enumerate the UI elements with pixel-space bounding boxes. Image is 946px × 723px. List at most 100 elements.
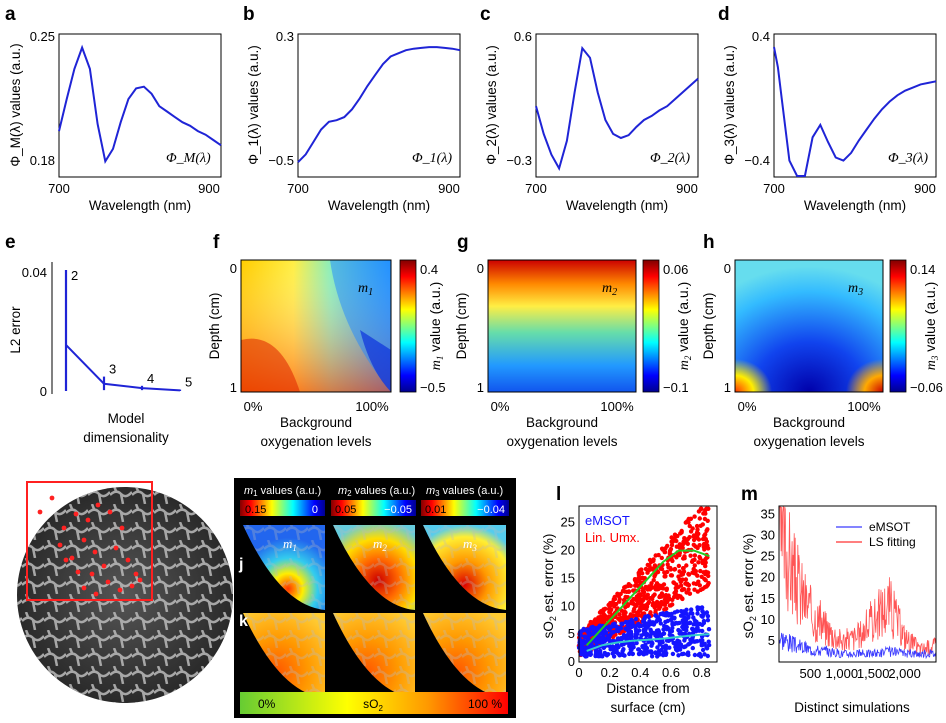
panel-l-point-emsot bbox=[584, 654, 589, 659]
panel-h-xtick-right: 100% bbox=[847, 399, 881, 414]
panel-l-point-emsot bbox=[641, 628, 647, 633]
panel-l-point-emsot bbox=[700, 608, 705, 614]
panel-f-xlabel-2: oxygenation levels bbox=[260, 434, 371, 449]
panel-l-point-lin bbox=[659, 555, 664, 561]
panel-l-point-lin bbox=[692, 514, 697, 519]
panel-j-header-3: m3 values (a.u.) bbox=[426, 485, 503, 498]
panel-i-marker bbox=[95, 502, 101, 508]
panel-l-point-lin bbox=[686, 572, 692, 577]
panel-j-label: j bbox=[238, 556, 243, 573]
panel-b-ytick-bottom: −0.5 bbox=[268, 153, 294, 168]
panel-l-point-lin bbox=[640, 598, 646, 603]
panel-l-point-emsot bbox=[665, 618, 670, 624]
panel-l-point-emsot bbox=[610, 630, 615, 635]
panel-l-point-lin bbox=[705, 518, 710, 523]
panel-l-point-lin bbox=[617, 612, 622, 617]
panel-l-point-emsot bbox=[641, 617, 647, 622]
panel-l-point-lin bbox=[654, 599, 660, 605]
panel-l: l 0 0.2 0.4 0.6 0.8 0 5 10 15 20 25 sO2 est. error… bbox=[541, 484, 718, 715]
panel-c-xtick-left: 700 bbox=[525, 181, 547, 196]
panel-l-point-lin bbox=[687, 523, 692, 529]
panel-l-point-emsot bbox=[653, 613, 658, 618]
panel-j-fan-3-vessels bbox=[423, 525, 506, 610]
panel-l-point-lin bbox=[697, 556, 703, 561]
panel-a-xtick-left: 700 bbox=[48, 181, 70, 196]
panel-g-cbar-bottom: −0.1 bbox=[663, 380, 689, 395]
panel-l-point-lin bbox=[698, 568, 703, 574]
panel-l-point-lin bbox=[683, 577, 689, 582]
panel-l-point-lin bbox=[655, 569, 661, 575]
panel-a-ytick-bottom: 0.18 bbox=[30, 153, 55, 168]
panel-l-point-lin bbox=[640, 575, 645, 581]
panel-l-point-emsot bbox=[681, 644, 687, 650]
panel-e-point-label: 4 bbox=[147, 371, 154, 386]
panel-i-dots bbox=[37, 495, 143, 597]
panel-l-point-lin bbox=[680, 566, 686, 571]
panel-i: i bbox=[17, 481, 233, 703]
panel-i-marker bbox=[105, 579, 111, 585]
panel-i-marker bbox=[133, 571, 139, 577]
panel-g: g m2 0 1 Depth (cm) 0% 100% Background o… bbox=[454, 232, 693, 449]
panel-l-point-emsot bbox=[594, 649, 599, 654]
panel-l-point-lin bbox=[659, 594, 664, 599]
panel-l-point-lin bbox=[700, 536, 706, 542]
panel-l-point-lin bbox=[656, 552, 661, 558]
panel-e-ytick-bottom: 0 bbox=[40, 384, 47, 399]
panel-b-label: b bbox=[243, 4, 255, 25]
panel-m-ytick: 30 bbox=[761, 528, 775, 543]
panel-l-point-emsot bbox=[645, 621, 650, 626]
panel-l-point-emsot bbox=[690, 645, 695, 651]
panel-l-point-lin bbox=[649, 581, 654, 586]
panel-l-point-emsot bbox=[601, 635, 607, 641]
panel-l-point-lin bbox=[685, 582, 690, 587]
panel-l-point-emsot bbox=[657, 617, 662, 623]
panel-l-point-emsot bbox=[664, 624, 669, 629]
panel-i-marker bbox=[85, 517, 91, 523]
panel-l-ytick: 10 bbox=[561, 598, 575, 613]
panel-l-point-lin bbox=[681, 587, 687, 592]
panel-d-ylabel: Φ_3(λ) values (a.u.) bbox=[722, 45, 737, 165]
panel-g-xtick-left: 0% bbox=[491, 399, 510, 414]
panel-l-point-emsot bbox=[689, 607, 694, 612]
panel-l-point-lin bbox=[706, 506, 711, 511]
panel-l-point-emsot bbox=[631, 623, 636, 629]
panel-l-point-emsot bbox=[590, 643, 595, 649]
panel-l-point-lin bbox=[684, 563, 689, 568]
panel-m-ytick: 20 bbox=[761, 570, 775, 585]
panel-i-marker bbox=[107, 509, 113, 515]
panel-b-axes bbox=[297, 33, 461, 178]
panel-g-colorbar bbox=[642, 259, 660, 393]
panel-l-point-emsot bbox=[653, 633, 658, 638]
panel-m-legend-emsot: eMSOT bbox=[869, 520, 911, 534]
panel-h-cbar-label: m3 value (a.u.) bbox=[922, 282, 940, 371]
panel-l-point-emsot bbox=[693, 629, 699, 634]
panel-l-point-lin bbox=[631, 601, 636, 607]
panel-i-marker bbox=[81, 585, 87, 591]
panel-l-point-emsot bbox=[644, 625, 650, 630]
panel-l-point-lin bbox=[691, 534, 696, 539]
panel-l-point-lin bbox=[669, 539, 674, 544]
panel-l-point-lin bbox=[703, 556, 708, 562]
panel-l-point-emsot bbox=[704, 645, 709, 650]
panel-b-xlabel: Wavelength (nm) bbox=[328, 198, 430, 213]
panel-l-point-lin bbox=[698, 587, 703, 593]
panel-l-point-lin bbox=[672, 566, 678, 572]
panel-h-ytick-1: 1 bbox=[724, 380, 731, 395]
panel-l-point-lin bbox=[687, 591, 692, 596]
panel-i-marker bbox=[69, 555, 75, 561]
panel-e-plot: 2 3 4 5 bbox=[64, 268, 192, 392]
panel-l-point-lin bbox=[705, 570, 711, 575]
panel-f-xlabel-1: Background bbox=[280, 415, 352, 430]
panel-h-ylabel: Depth (cm) bbox=[701, 293, 716, 360]
panel-m-xtick: 1,500 bbox=[857, 666, 890, 681]
panel-l-xlabel-2: surface (cm) bbox=[610, 700, 685, 715]
panel-i-vessels bbox=[17, 487, 233, 703]
panel-l-ytick: 25 bbox=[561, 515, 575, 530]
panel-l-point-lin bbox=[636, 572, 642, 577]
panel-l-xtick: 0 bbox=[575, 665, 582, 680]
panel-l-point-lin bbox=[623, 605, 628, 610]
panel-l-point-emsot bbox=[684, 628, 689, 633]
panel-l-point-lin bbox=[685, 541, 690, 546]
panel-i-marker bbox=[49, 495, 55, 501]
